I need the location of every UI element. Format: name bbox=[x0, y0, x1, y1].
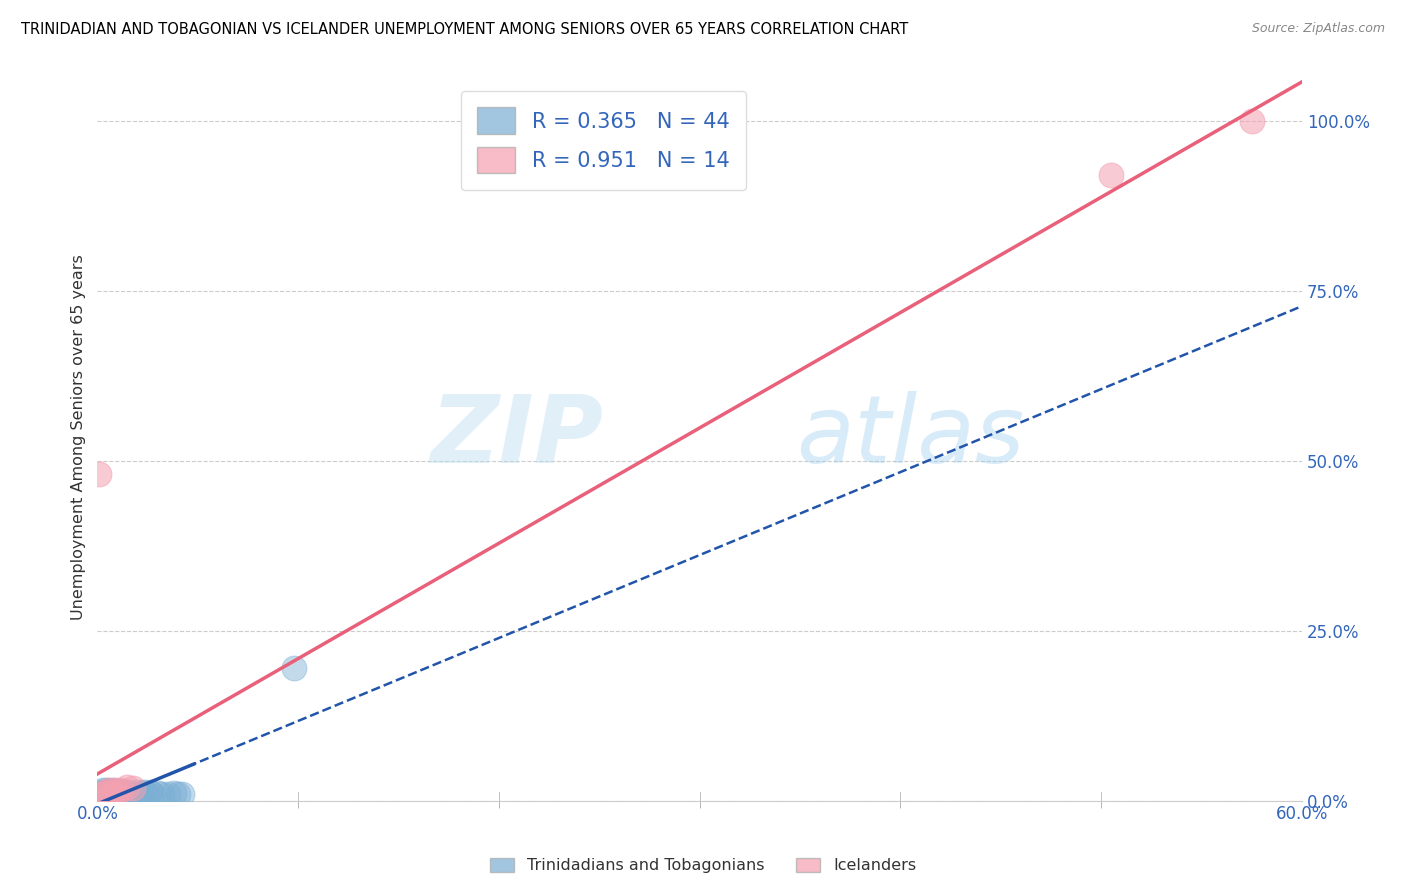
Point bbox=[166, 787, 188, 801]
Point bbox=[103, 783, 125, 797]
Point bbox=[96, 785, 118, 799]
Point bbox=[163, 786, 186, 800]
Legend: Trinidadians and Tobagonians, Icelanders: Trinidadians and Tobagonians, Icelanders bbox=[484, 851, 922, 880]
Point bbox=[141, 788, 163, 802]
Point bbox=[131, 786, 153, 800]
Point bbox=[103, 787, 125, 801]
Point bbox=[150, 787, 173, 801]
Point bbox=[89, 467, 111, 482]
Point bbox=[107, 785, 129, 799]
Point bbox=[93, 783, 115, 797]
Point bbox=[89, 787, 111, 801]
Point bbox=[107, 785, 129, 799]
Point bbox=[146, 786, 169, 800]
Text: TRINIDADIAN AND TOBAGONIAN VS ICELANDER UNEMPLOYMENT AMONG SENIORS OVER 65 YEARS: TRINIDADIAN AND TOBAGONIAN VS ICELANDER … bbox=[21, 22, 908, 37]
Point bbox=[138, 785, 160, 799]
Point bbox=[107, 788, 129, 802]
Point bbox=[1240, 113, 1263, 128]
Point bbox=[132, 785, 155, 799]
Point bbox=[170, 788, 193, 802]
Point bbox=[118, 785, 141, 799]
Text: Source: ZipAtlas.com: Source: ZipAtlas.com bbox=[1251, 22, 1385, 36]
Point bbox=[103, 788, 125, 802]
Point bbox=[112, 785, 135, 799]
Point bbox=[1099, 168, 1122, 182]
Point bbox=[110, 787, 132, 801]
Point bbox=[98, 784, 121, 798]
Point bbox=[104, 785, 127, 799]
Point bbox=[104, 787, 127, 801]
Point bbox=[110, 783, 132, 797]
Point bbox=[94, 785, 117, 799]
Y-axis label: Unemployment Among Seniors over 65 years: Unemployment Among Seniors over 65 years bbox=[72, 254, 86, 620]
Point bbox=[117, 780, 139, 794]
Point bbox=[100, 785, 122, 799]
Point bbox=[94, 785, 117, 799]
Point bbox=[90, 788, 112, 802]
Point bbox=[156, 788, 179, 802]
Point bbox=[127, 785, 149, 799]
Point bbox=[90, 785, 112, 799]
Point bbox=[100, 785, 122, 799]
Legend: R = 0.365   N = 44, R = 0.951   N = 14: R = 0.365 N = 44, R = 0.951 N = 14 bbox=[461, 91, 747, 190]
Point bbox=[122, 787, 145, 801]
Text: ZIP: ZIP bbox=[430, 391, 603, 483]
Point bbox=[114, 788, 136, 802]
Point bbox=[93, 788, 115, 802]
Point bbox=[108, 784, 131, 798]
Point bbox=[103, 786, 125, 800]
Point bbox=[136, 787, 159, 801]
Point bbox=[96, 788, 118, 802]
Point bbox=[96, 788, 118, 802]
Point bbox=[108, 786, 131, 800]
Point bbox=[98, 783, 121, 797]
Point bbox=[128, 788, 150, 802]
Point bbox=[283, 661, 305, 675]
Point bbox=[96, 782, 118, 797]
Point bbox=[93, 787, 115, 801]
Point bbox=[100, 788, 122, 802]
Point bbox=[117, 786, 139, 800]
Point bbox=[122, 781, 145, 796]
Point bbox=[94, 786, 117, 800]
Text: atlas: atlas bbox=[796, 392, 1025, 483]
Point bbox=[104, 783, 127, 797]
Point bbox=[98, 787, 121, 801]
